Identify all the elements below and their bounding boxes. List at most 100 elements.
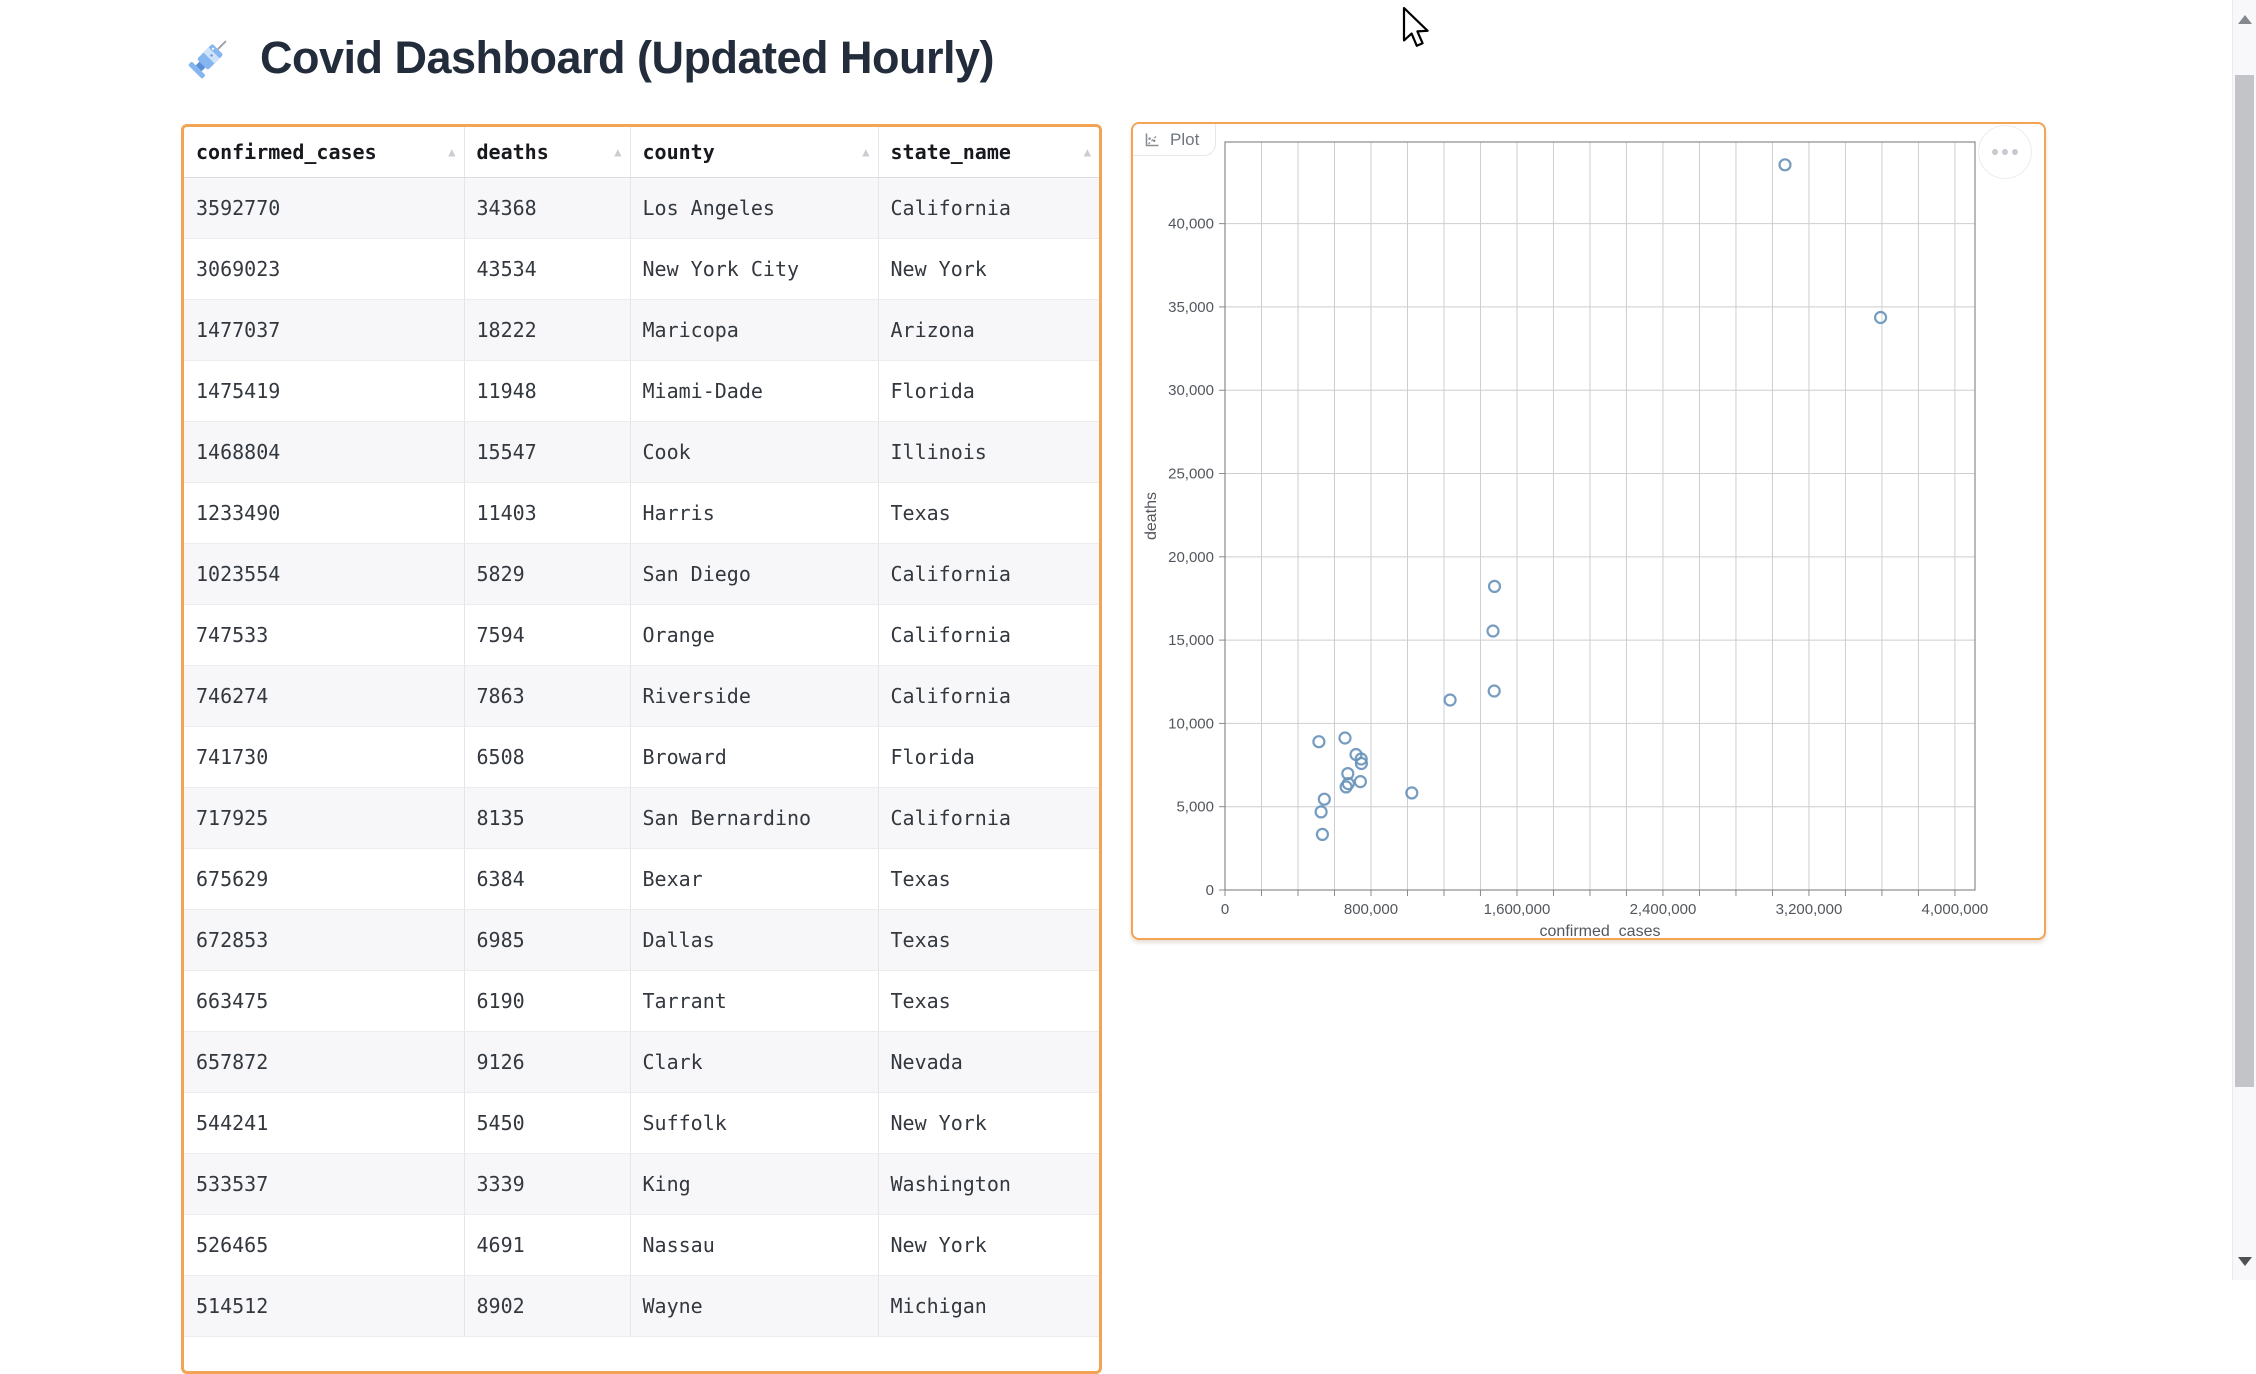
plot-menu-button[interactable] <box>1978 125 2032 179</box>
scatter-plot-icon <box>1145 133 1159 146</box>
cell-county: San Bernardino <box>630 787 879 849</box>
data-point-suffolk[interactable] <box>1317 792 1331 806</box>
y-tick-label: 15,000 <box>1168 632 1214 649</box>
x-tick-label: 1,600,000 <box>1484 901 1551 918</box>
y-tick-label: 0 <box>1206 882 1214 899</box>
data-point-nassau[interactable] <box>1314 805 1328 819</box>
data-point-cook[interactable] <box>1486 624 1500 638</box>
table-row: 746274 7863 Riverside California <box>184 665 1099 727</box>
data-point-broward[interactable] <box>1353 774 1367 789</box>
plot-panel: Plot 0 800,000 1,600,000 2,400,000 3,200,000… <box>1131 122 2046 940</box>
table-row: 657872 9126 Clark Nevada <box>184 1031 1099 1093</box>
data-point-san-bernardino[interactable] <box>1349 747 1363 762</box>
data-point-new-york-city[interactable] <box>1778 158 1792 172</box>
mouse-cursor <box>1402 6 1429 47</box>
cell-county: Riverside <box>630 665 879 727</box>
data-point-king[interactable] <box>1315 827 1329 842</box>
table-row: 514512 8902 Wayne Michigan <box>184 1275 1099 1337</box>
cell-county: Nassau <box>630 1214 879 1276</box>
cell-county: Wayne <box>630 1275 879 1337</box>
data-point-los-angeles[interactable] <box>1873 310 1888 325</box>
sort-ascending-icon: ▲ <box>448 145 456 159</box>
cell-county: New York City <box>630 238 879 300</box>
cell-county: Dallas <box>630 909 879 971</box>
cell-confirmed_cases: 1477037 <box>184 299 465 361</box>
data-point-harris[interactable] <box>1443 693 1457 707</box>
cell-deaths: 8902 <box>464 1275 631 1337</box>
cell-county: Los Angeles <box>630 177 879 239</box>
cell-deaths: 8135 <box>464 787 631 849</box>
table-row: 675629 6384 Bexar Texas <box>184 848 1099 910</box>
cell-state_name: New York <box>878 1214 1099 1276</box>
scrollbar-thumb[interactable] <box>2235 75 2254 1087</box>
plot-tab-label: Plot <box>1170 129 1200 149</box>
cell-county: Harris <box>630 482 879 544</box>
cell-state_name: New York <box>878 238 1099 300</box>
column-header-state_name[interactable]: state_name ▲ <box>878 127 1099 178</box>
cell-confirmed_cases: 533537 <box>184 1153 465 1215</box>
cell-deaths: 9126 <box>464 1031 631 1093</box>
data-point-san-diego[interactable] <box>1405 786 1419 800</box>
cell-state_name: Texas <box>878 482 1099 544</box>
scroll-up-button[interactable] <box>2233 0 2256 38</box>
scroll-down-button[interactable] <box>2233 1242 2256 1280</box>
column-header-confirmed_cases[interactable]: confirmed_cases ▲ <box>184 127 465 178</box>
column-header-label: county <box>642 140 715 164</box>
cell-state_name: California <box>878 665 1099 727</box>
data-point-dallas[interactable] <box>1341 766 1355 781</box>
column-header-deaths[interactable]: deaths ▲ <box>464 127 631 178</box>
x-tick-label: 4,000,000 <box>1922 901 1989 918</box>
cell-deaths: 34368 <box>464 177 631 239</box>
table-row: 1468804 15547 Cook Illinois <box>184 421 1099 483</box>
cell-county: San Diego <box>630 543 879 605</box>
cell-state_name: Florida <box>878 726 1099 788</box>
cell-county: Miami-Dade <box>630 360 879 422</box>
vertical-scrollbar[interactable] <box>2232 0 2256 1280</box>
cell-state_name: Texas <box>878 909 1099 971</box>
cell-deaths: 3339 <box>464 1153 631 1215</box>
cell-state_name: Arizona <box>878 299 1099 361</box>
cell-county: Cook <box>630 421 879 483</box>
table-row: 717925 8135 San Bernardino California <box>184 787 1099 849</box>
data-point-wayne[interactable] <box>1312 735 1326 749</box>
x-tick-label: 800,000 <box>1344 901 1398 918</box>
plot-tab[interactable]: Plot <box>1133 124 1217 156</box>
x-tick-label: 2,400,000 <box>1630 901 1697 918</box>
ellipsis-icon <box>2012 149 2018 155</box>
table-row: 741730 6508 Broward Florida <box>184 726 1099 788</box>
column-header-label: deaths <box>476 140 549 164</box>
cell-state_name: California <box>878 787 1099 849</box>
cell-deaths: 7594 <box>464 604 631 666</box>
cell-confirmed_cases: 675629 <box>184 848 465 910</box>
cell-confirmed_cases: 1468804 <box>184 421 465 483</box>
syringe-icon <box>188 40 227 79</box>
cell-state_name: California <box>878 604 1099 666</box>
x-tick-label: 0 <box>1221 901 1229 918</box>
page-header: Covid Dashboard (Updated Hourly) <box>184 32 995 84</box>
cell-confirmed_cases: 657872 <box>184 1031 465 1093</box>
scatter-chart[interactable]: 0 800,000 1,600,000 2,400,000 3,200,000 4,000… <box>1133 126 2044 938</box>
y-tick-label: 25,000 <box>1168 466 1214 483</box>
cell-confirmed_cases: 741730 <box>184 726 465 788</box>
table-row: 663475 6190 Tarrant Texas <box>184 970 1099 1032</box>
cell-confirmed_cases: 672853 <box>184 909 465 971</box>
y-tick-label: 35,000 <box>1168 299 1214 316</box>
cell-confirmed_cases: 746274 <box>184 665 465 727</box>
cell-county: Tarrant <box>630 970 879 1032</box>
cell-deaths: 5829 <box>464 543 631 605</box>
cell-county: King <box>630 1153 879 1215</box>
page-title: Covid Dashboard (Updated Hourly) <box>260 32 995 83</box>
table-row: 672853 6985 Dallas Texas <box>184 909 1099 971</box>
data-point-clark[interactable] <box>1338 731 1352 745</box>
cell-state_name: Illinois <box>878 421 1099 483</box>
cell-county: Broward <box>630 726 879 788</box>
data-point-tarrant[interactable] <box>1339 780 1353 794</box>
data-point-miami-dade[interactable] <box>1487 684 1501 698</box>
cell-confirmed_cases: 1023554 <box>184 543 465 605</box>
data-point-maricopa[interactable] <box>1487 579 1502 593</box>
covid-table-panel: confirmed_cases ▲ deaths ▲ county ▲ state_name… <box>181 124 1102 1374</box>
cell-deaths: 11948 <box>464 360 631 422</box>
sort-ascending-icon: ▲ <box>614 145 622 159</box>
column-header-county[interactable]: county ▲ <box>630 127 879 178</box>
cell-county: Suffolk <box>630 1092 879 1154</box>
